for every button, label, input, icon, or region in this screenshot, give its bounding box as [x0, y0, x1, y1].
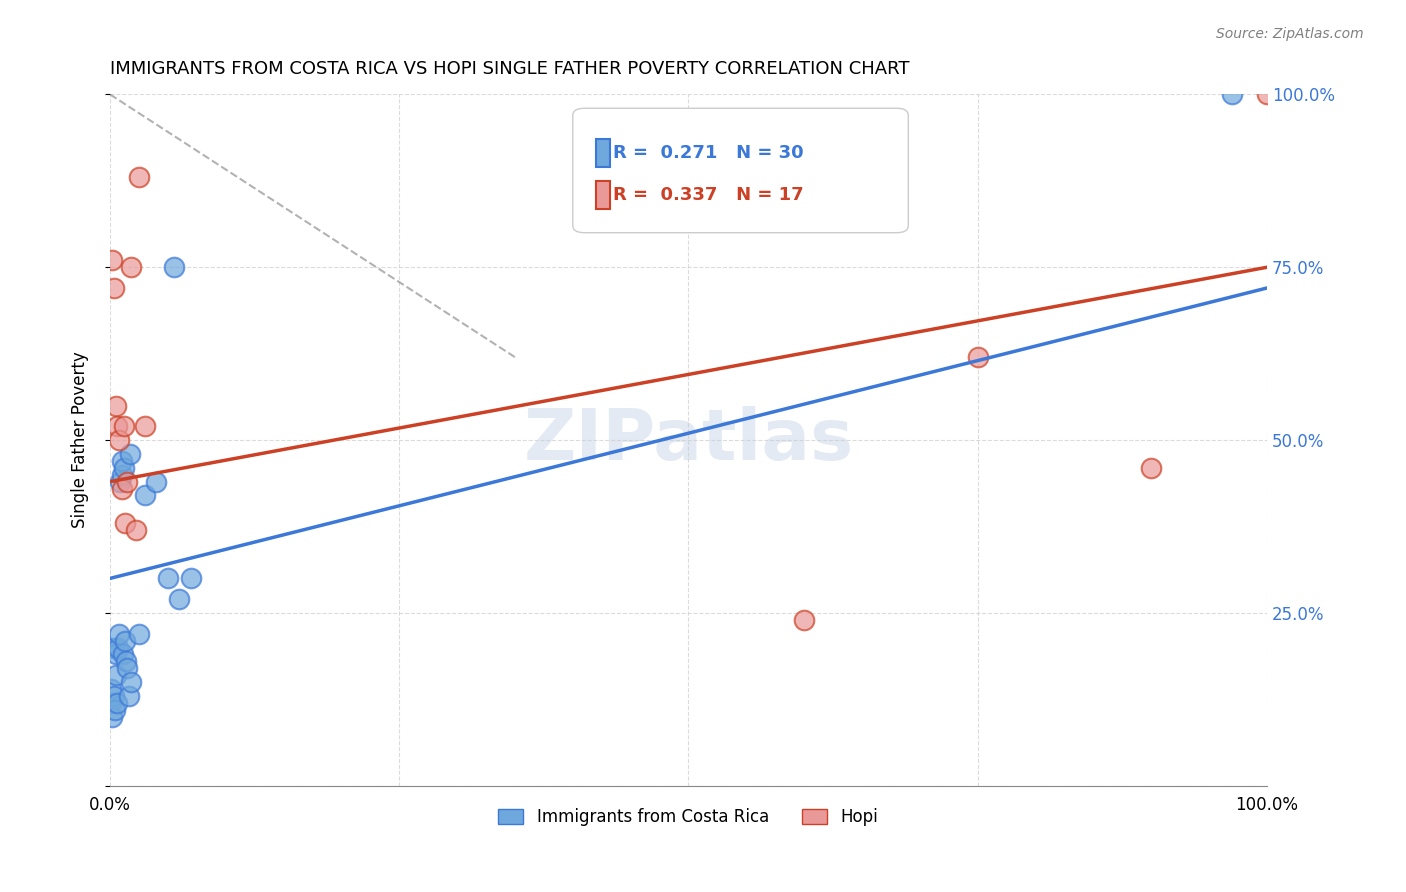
Point: [124, 523, 146, 537]
Text: ZIPatlas: ZIPatlas: [523, 406, 853, 475]
Text: R =  0.337   N = 17: R = 0.337 N = 17: [613, 186, 804, 203]
Point: [100, 681, 122, 696]
Point: [105, 696, 128, 710]
Point: [169, 592, 191, 607]
Point: [966, 350, 988, 364]
Point: [134, 488, 156, 502]
Point: [108, 433, 131, 447]
Point: [120, 675, 142, 690]
Point: [163, 260, 186, 275]
Point: [103, 689, 125, 703]
Point: [105, 419, 128, 434]
Point: [104, 668, 127, 682]
Point: [107, 640, 129, 655]
Point: [108, 626, 131, 640]
Point: [180, 571, 202, 585]
Point: [1220, 87, 1243, 102]
Point: [128, 626, 150, 640]
Text: R =  0.271   N = 30: R = 0.271 N = 30: [613, 145, 804, 162]
Point: [120, 260, 142, 275]
Point: [114, 633, 136, 648]
Point: [111, 454, 134, 468]
Point: [110, 475, 132, 489]
Point: [114, 516, 136, 530]
Point: [112, 460, 135, 475]
Point: [117, 661, 139, 675]
Point: [104, 703, 127, 717]
FancyBboxPatch shape: [596, 181, 610, 209]
Point: [1256, 87, 1278, 102]
Text: IMMIGRANTS FROM COSTA RICA VS HOPI SINGLE FATHER POVERTY CORRELATION CHART: IMMIGRANTS FROM COSTA RICA VS HOPI SINGL…: [110, 60, 910, 78]
Point: [111, 482, 134, 496]
Point: [145, 475, 167, 489]
Point: [793, 613, 815, 627]
Point: [128, 170, 150, 185]
Point: [101, 709, 124, 723]
Y-axis label: Single Father Poverty: Single Father Poverty: [72, 351, 89, 528]
Point: [112, 419, 135, 434]
Point: [117, 475, 139, 489]
Point: [103, 281, 125, 295]
Point: [1140, 460, 1163, 475]
Point: [115, 654, 138, 668]
Point: [117, 689, 139, 703]
Point: [101, 253, 124, 268]
FancyBboxPatch shape: [596, 139, 610, 167]
Text: Source: ZipAtlas.com: Source: ZipAtlas.com: [1216, 27, 1364, 41]
Point: [100, 696, 122, 710]
Point: [103, 640, 125, 655]
Point: [118, 447, 141, 461]
Point: [104, 399, 127, 413]
Point: [156, 571, 179, 585]
Point: [104, 648, 127, 662]
FancyBboxPatch shape: [572, 108, 908, 233]
Point: [134, 419, 156, 434]
Legend: Immigrants from Costa Rica, Hopi: Immigrants from Costa Rica, Hopi: [492, 801, 886, 833]
Point: [111, 467, 134, 482]
Point: [111, 648, 134, 662]
